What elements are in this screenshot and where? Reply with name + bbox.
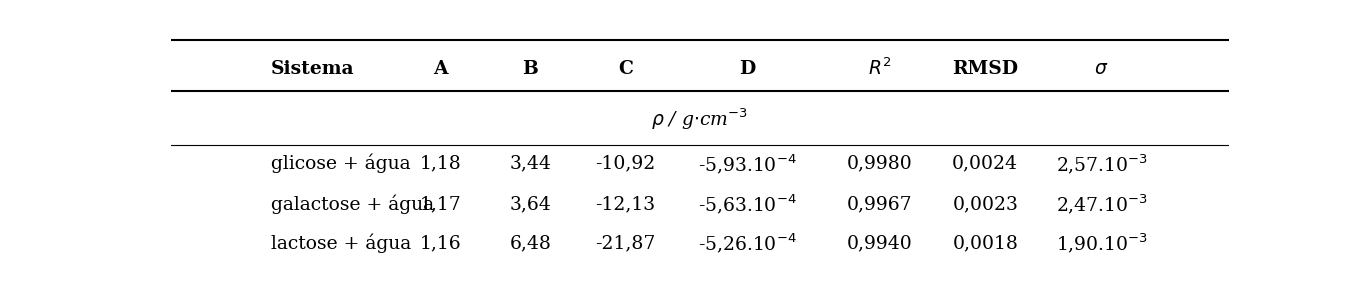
Text: B: B xyxy=(523,60,538,78)
Text: 0,9940: 0,9940 xyxy=(846,234,912,252)
Text: -12,13: -12,13 xyxy=(595,196,655,214)
Text: lactose + água: lactose + água xyxy=(272,234,411,253)
Text: 3,44: 3,44 xyxy=(509,155,551,173)
Text: glicose + água: glicose + água xyxy=(272,154,411,173)
Text: 0,9980: 0,9980 xyxy=(846,155,912,173)
Text: $\rho$ / g$\cdot$cm$^{-3}$: $\rho$ / g$\cdot$cm$^{-3}$ xyxy=(651,107,748,132)
Text: -5,26.10$^{-4}$: -5,26.10$^{-4}$ xyxy=(698,231,797,255)
Text: 0,0024: 0,0024 xyxy=(953,155,1018,173)
Text: 1,90.10$^{-3}$: 1,90.10$^{-3}$ xyxy=(1055,231,1148,255)
Text: 2,57.10$^{-3}$: 2,57.10$^{-3}$ xyxy=(1055,152,1148,176)
Text: 1,16: 1,16 xyxy=(419,234,461,252)
Text: 0,0023: 0,0023 xyxy=(953,196,1018,214)
Text: $\sigma$: $\sigma$ xyxy=(1095,60,1108,78)
Text: 1,18: 1,18 xyxy=(419,155,461,173)
Text: RMSD: RMSD xyxy=(953,60,1018,78)
Text: 1,17: 1,17 xyxy=(419,196,461,214)
Text: -5,63.10$^{-4}$: -5,63.10$^{-4}$ xyxy=(698,193,797,216)
Text: galactose + água: galactose + água xyxy=(272,195,434,214)
Text: D: D xyxy=(738,60,755,78)
Text: -5,93.10$^{-4}$: -5,93.10$^{-4}$ xyxy=(698,152,797,176)
Text: -10,92: -10,92 xyxy=(595,155,655,173)
Text: 3,64: 3,64 xyxy=(509,196,551,214)
Text: 6,48: 6,48 xyxy=(509,234,551,252)
Text: 0,0018: 0,0018 xyxy=(953,234,1018,252)
Text: $R^2$: $R^2$ xyxy=(868,58,891,79)
Text: 0,9967: 0,9967 xyxy=(846,196,912,214)
Text: 2,47.10$^{-3}$: 2,47.10$^{-3}$ xyxy=(1055,193,1148,216)
Text: A: A xyxy=(433,60,448,78)
Text: C: C xyxy=(618,60,633,78)
Text: Sistema: Sistema xyxy=(272,60,355,78)
Text: -21,87: -21,87 xyxy=(595,234,655,252)
